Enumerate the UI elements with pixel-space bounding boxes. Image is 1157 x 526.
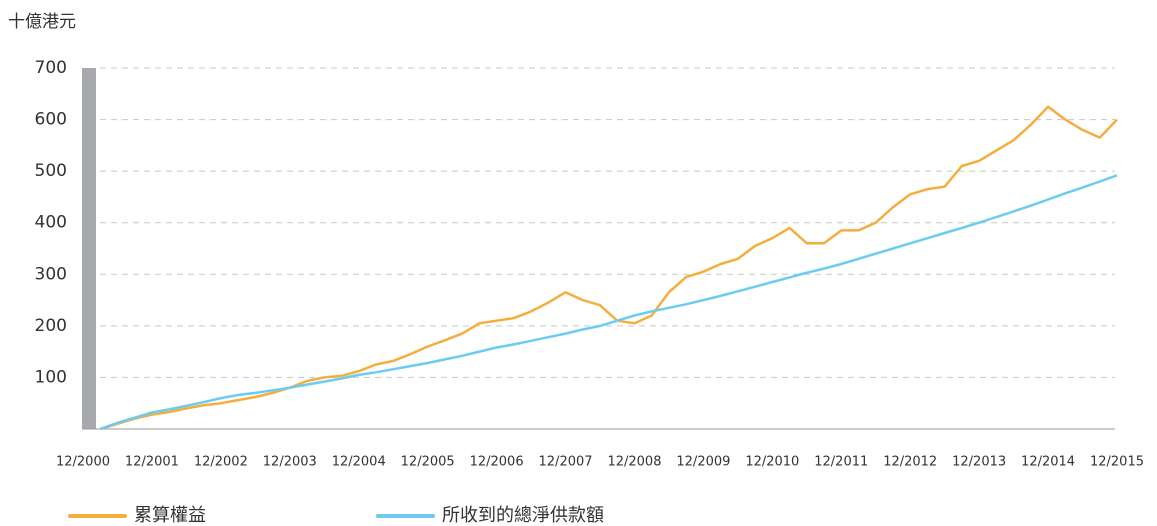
x-tick-label: 12/2002 bbox=[194, 455, 248, 470]
x-tick-label: 12/2011 bbox=[814, 455, 868, 470]
x-tick-label: 12/2001 bbox=[125, 455, 179, 470]
x-tick-label: 12/2005 bbox=[401, 455, 455, 470]
x-tick-label: 12/2010 bbox=[745, 455, 799, 470]
x-tick-label: 12/2014 bbox=[1021, 455, 1075, 470]
y-tick-label: 400 bbox=[35, 213, 67, 233]
x-tick-label: 12/2007 bbox=[539, 455, 593, 470]
y-tick-label: 500 bbox=[35, 161, 67, 181]
axis-bar bbox=[82, 68, 96, 429]
x-tick-label: 12/2015 bbox=[1090, 455, 1144, 470]
x-tick-label: 12/2004 bbox=[332, 455, 386, 470]
x-tick-label: 12/2000 bbox=[56, 455, 110, 470]
series-line bbox=[99, 105, 1118, 431]
y-tick-label: 300 bbox=[35, 264, 67, 284]
y-tick-label: 100 bbox=[35, 367, 67, 387]
y-tick-label: 200 bbox=[35, 316, 67, 336]
y-tick-label: 700 bbox=[35, 58, 67, 78]
legend-label: 累算權益 bbox=[134, 505, 206, 526]
x-tick-label: 12/2008 bbox=[607, 455, 661, 470]
x-tick-label: 12/2013 bbox=[952, 455, 1006, 470]
y-axis-label: 十億港元 bbox=[8, 12, 76, 32]
x-tick-label: 12/2012 bbox=[883, 455, 937, 470]
x-tick-label: 12/2003 bbox=[263, 455, 317, 470]
series-line bbox=[99, 174, 1118, 431]
y-tick-label: 600 bbox=[35, 110, 67, 130]
legend-label: 所收到的總淨供款額 bbox=[442, 505, 604, 526]
x-tick-label: 12/2006 bbox=[470, 455, 524, 470]
x-tick-label: 12/2009 bbox=[676, 455, 730, 470]
